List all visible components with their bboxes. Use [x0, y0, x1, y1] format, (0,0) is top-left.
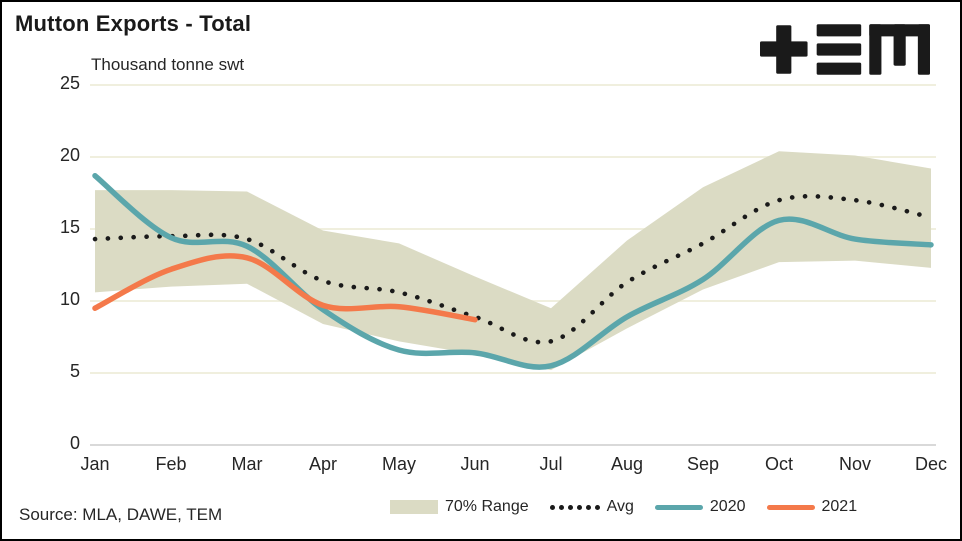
legend-item-range: 70% Range [390, 498, 529, 516]
avg-line [92, 193, 934, 345]
legend-item-avg: Avg [549, 498, 634, 516]
tem-logo-icon [760, 24, 930, 75]
avg-dotted-marker [549, 504, 600, 510]
y-tick-15: 15 [59, 217, 80, 237]
x-tick-dec: Dec [914, 454, 947, 474]
logo-m-left [869, 24, 882, 75]
x-tick-jun: Jun [460, 454, 490, 474]
y-tick-10: 10 [59, 289, 80, 309]
logo-m-top [869, 24, 930, 37]
x-tick-jul: Jul [539, 454, 563, 474]
legend-item-2020: 2020 [654, 498, 746, 516]
x-tick-oct: Oct [764, 454, 793, 474]
x-tick-nov: Nov [838, 454, 871, 474]
legend-item-2021: 2021 [766, 498, 858, 516]
legend-label-avg: Avg [606, 498, 634, 515]
y-tick-5: 5 [69, 361, 80, 381]
y-tick-20: 20 [59, 145, 80, 165]
legend-label-range: 70% Range [445, 498, 529, 515]
logo-plus-v [776, 25, 792, 74]
source-note: Source: MLA, DAWE, TEM [19, 505, 223, 524]
legend-label-2020: 2020 [709, 498, 746, 515]
chart-units-label: Thousand tonne swt [91, 55, 245, 74]
x-tick-sep: Sep [686, 454, 720, 474]
x-tick-may: May [381, 454, 416, 474]
x-tick-aug: Aug [610, 454, 644, 474]
logo-bar-1 [816, 24, 862, 37]
y-tick-25: 25 [59, 73, 80, 93]
line-2020-marker [654, 504, 703, 510]
y-tick-0: 0 [69, 433, 80, 453]
line-2020 [92, 172, 934, 370]
logo-m-right [917, 24, 930, 75]
line-2021 [92, 253, 478, 323]
logo-bar-3 [816, 62, 862, 75]
logo-bar-2 [816, 43, 862, 56]
line-2021-marker [766, 504, 815, 510]
page-title: Mutton Exports - Total [15, 11, 252, 36]
x-tick-feb: Feb [155, 454, 187, 474]
x-tick-jan: Jan [80, 454, 110, 474]
range-band-swatch [390, 500, 438, 514]
legend-label-2021: 2021 [821, 498, 858, 515]
x-tick-mar: Mar [231, 454, 263, 474]
legend: 70% Range Avg 2020 2021 [390, 498, 857, 516]
x-tick-apr: Apr [308, 454, 337, 474]
range-band [95, 151, 931, 371]
